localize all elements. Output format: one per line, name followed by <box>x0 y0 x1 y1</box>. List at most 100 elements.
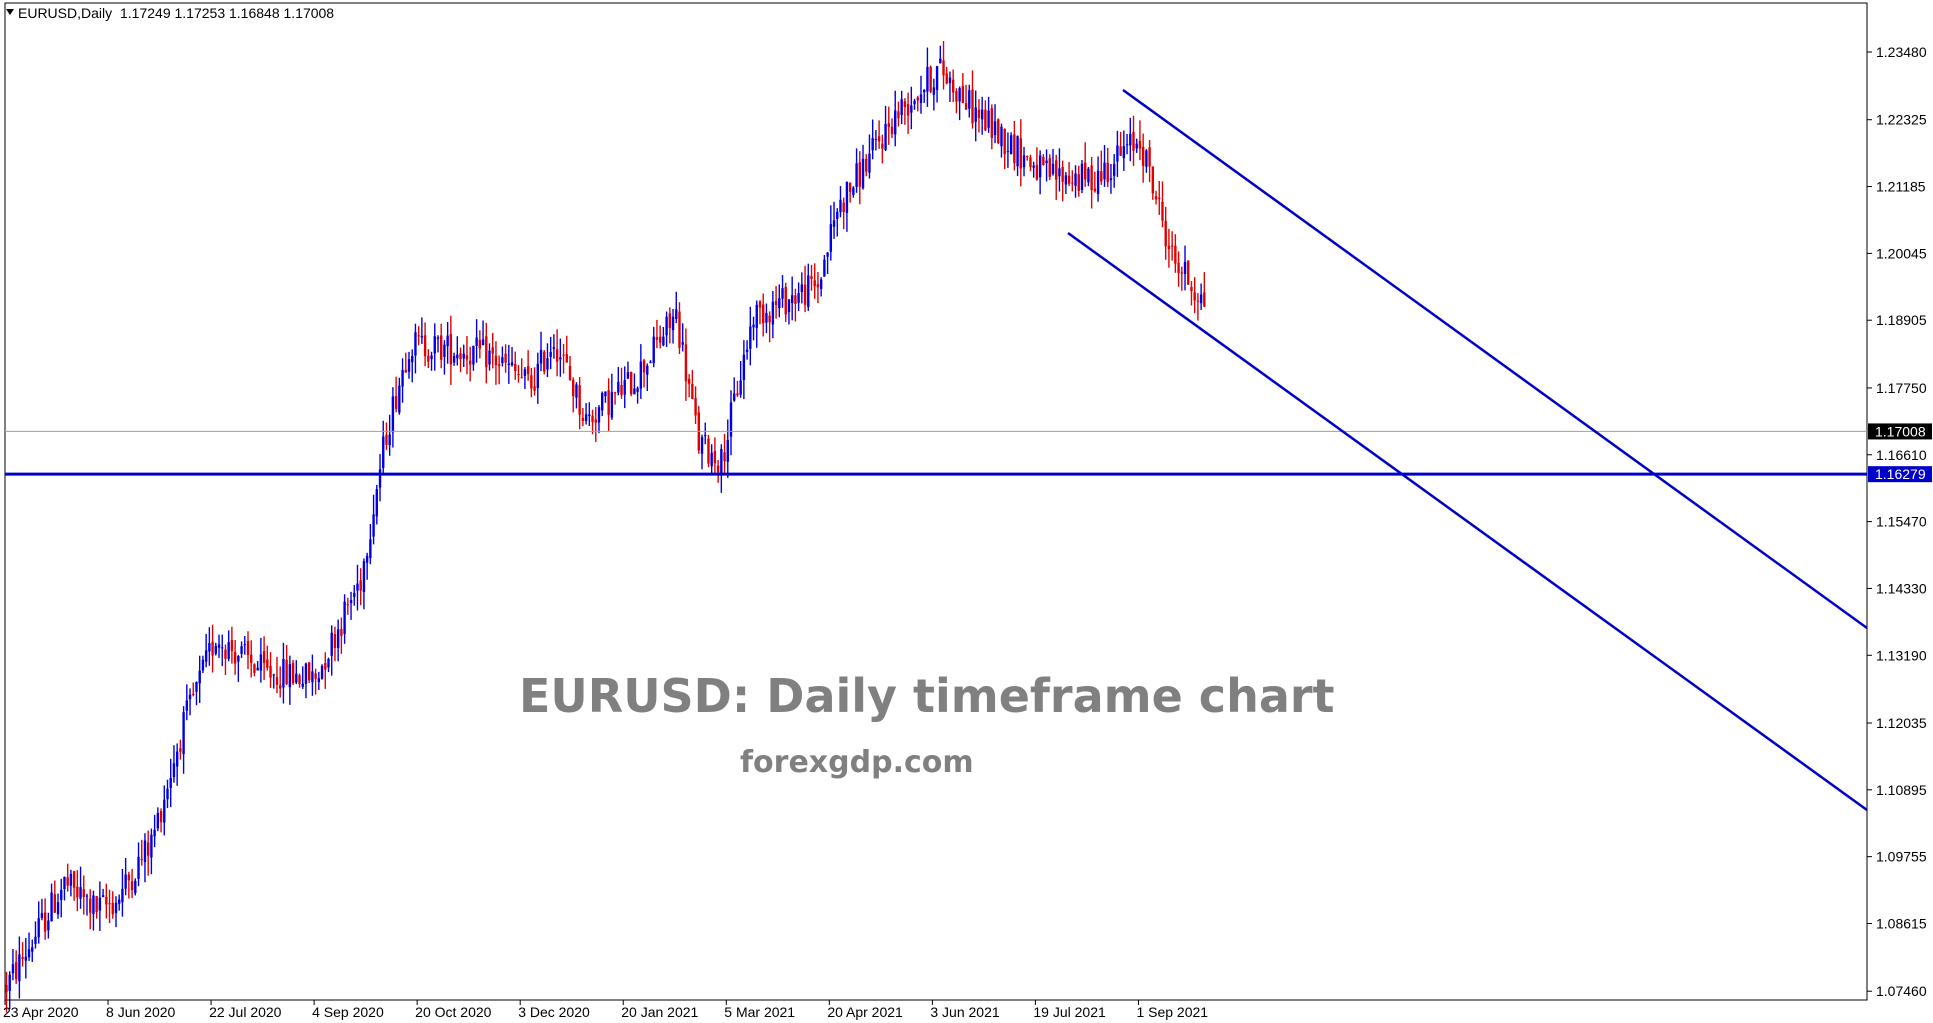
candle-body <box>575 384 578 398</box>
candle-body <box>797 293 800 303</box>
symbol-timeframe-label: EURUSD,Daily <box>18 5 112 21</box>
candle-body <box>752 324 755 328</box>
candle-body <box>198 670 201 684</box>
candle-body <box>549 351 552 357</box>
candlestick-series <box>5 40 1206 1013</box>
candle-body <box>655 337 659 340</box>
y-tick-label: 1.22325 <box>1876 112 1927 128</box>
candle-body <box>195 681 198 692</box>
candle-body <box>633 388 636 395</box>
candle-body <box>1042 156 1045 165</box>
channel-upper-line[interactable] <box>1122 88 1868 630</box>
candle-body <box>359 580 362 591</box>
candle-body <box>291 663 295 684</box>
candle-body <box>926 67 929 92</box>
candle-body <box>304 663 308 684</box>
candle-body <box>642 360 646 373</box>
candle-body <box>704 435 707 437</box>
candle-body <box>1064 175 1068 185</box>
candle-body <box>762 304 765 324</box>
candle-body <box>108 903 111 905</box>
candle-body <box>369 539 372 559</box>
candle-body <box>694 398 697 416</box>
candle-body <box>1203 292 1206 307</box>
support-price-label: 1.16279 <box>1875 466 1926 482</box>
price-axis[interactable]: 1.23480 1.22325 1.21185 1.20045 1.18905 1.177… <box>1867 44 1927 999</box>
time-axis[interactable]: 23 Apr 2020 8 Jun 2020 22 Jul 2020 4 Sep 20… <box>3 1000 1208 1020</box>
candle-body <box>5 984 8 993</box>
candle-body <box>749 326 752 349</box>
y-tick-label: 1.20045 <box>1876 245 1927 261</box>
candle-body <box>781 288 784 299</box>
watermark-title: EURUSD: Daily timeframe chart <box>519 669 1335 723</box>
candle-body <box>72 871 76 888</box>
candle-body <box>955 91 958 102</box>
candle-body <box>47 920 50 931</box>
candle-body <box>456 354 459 359</box>
candle-body <box>977 109 981 118</box>
candle-body <box>832 220 836 227</box>
candle-body <box>520 377 523 379</box>
candle-body <box>336 629 340 649</box>
candle-body <box>343 601 346 634</box>
candle-body <box>803 284 807 305</box>
candle-body <box>839 199 842 213</box>
candle-body <box>394 395 398 410</box>
candle-body <box>1006 150 1010 152</box>
current-price-label: 1.17008 <box>1875 423 1926 439</box>
candle-body <box>221 647 224 649</box>
candle-body <box>423 335 427 357</box>
candle-body <box>31 947 34 952</box>
candle-body <box>526 366 530 375</box>
candle-body <box>118 899 121 904</box>
candle-body <box>1151 166 1155 194</box>
candle-body <box>114 902 118 914</box>
candle-body <box>565 354 568 363</box>
candle-body <box>243 644 246 646</box>
candle-body <box>1161 201 1164 221</box>
candle-body <box>1019 138 1022 169</box>
candle-body <box>282 658 285 688</box>
candle-body <box>201 659 205 671</box>
y-tick-label: 1.23480 <box>1876 44 1927 60</box>
candle-body <box>1084 162 1087 180</box>
candle-body <box>900 99 903 116</box>
candle-body <box>1074 173 1077 186</box>
channel-lower-line[interactable] <box>1067 231 1868 812</box>
candle-body <box>82 889 85 897</box>
x-tick-label: 22 Jul 2020 <box>209 1004 282 1020</box>
candle-body <box>852 187 855 195</box>
candle-body <box>626 372 630 379</box>
candle-body <box>858 162 861 187</box>
candle-body <box>726 439 729 462</box>
candle-body <box>237 655 240 662</box>
candle-body <box>233 652 237 664</box>
candle-body <box>462 353 465 359</box>
candle-body <box>204 650 208 662</box>
candle-body <box>810 276 813 280</box>
candle-body <box>85 895 89 897</box>
candle-body <box>1058 168 1061 177</box>
candle-body <box>1180 272 1183 274</box>
candle-body <box>1145 150 1148 167</box>
candle-body <box>227 642 230 659</box>
candle-body <box>1013 134 1016 164</box>
candle-body <box>623 380 626 395</box>
candle-body <box>488 350 491 365</box>
candle-body <box>546 358 549 370</box>
candle-body <box>124 874 127 889</box>
candle-body <box>591 415 594 423</box>
candle-body <box>478 339 482 349</box>
candle-body <box>388 434 391 446</box>
dropdown-triangle-icon[interactable] <box>6 9 14 15</box>
candle-body <box>246 641 250 655</box>
candle-body <box>720 448 723 476</box>
candle-body <box>1112 163 1116 176</box>
candle-body <box>964 102 968 110</box>
plot-area-frame[interactable] <box>4 2 1868 1001</box>
candle-body <box>279 685 282 689</box>
candle-body <box>861 158 865 189</box>
candle-body <box>501 357 504 364</box>
candle-body <box>1090 165 1093 191</box>
candle-body <box>427 355 430 362</box>
